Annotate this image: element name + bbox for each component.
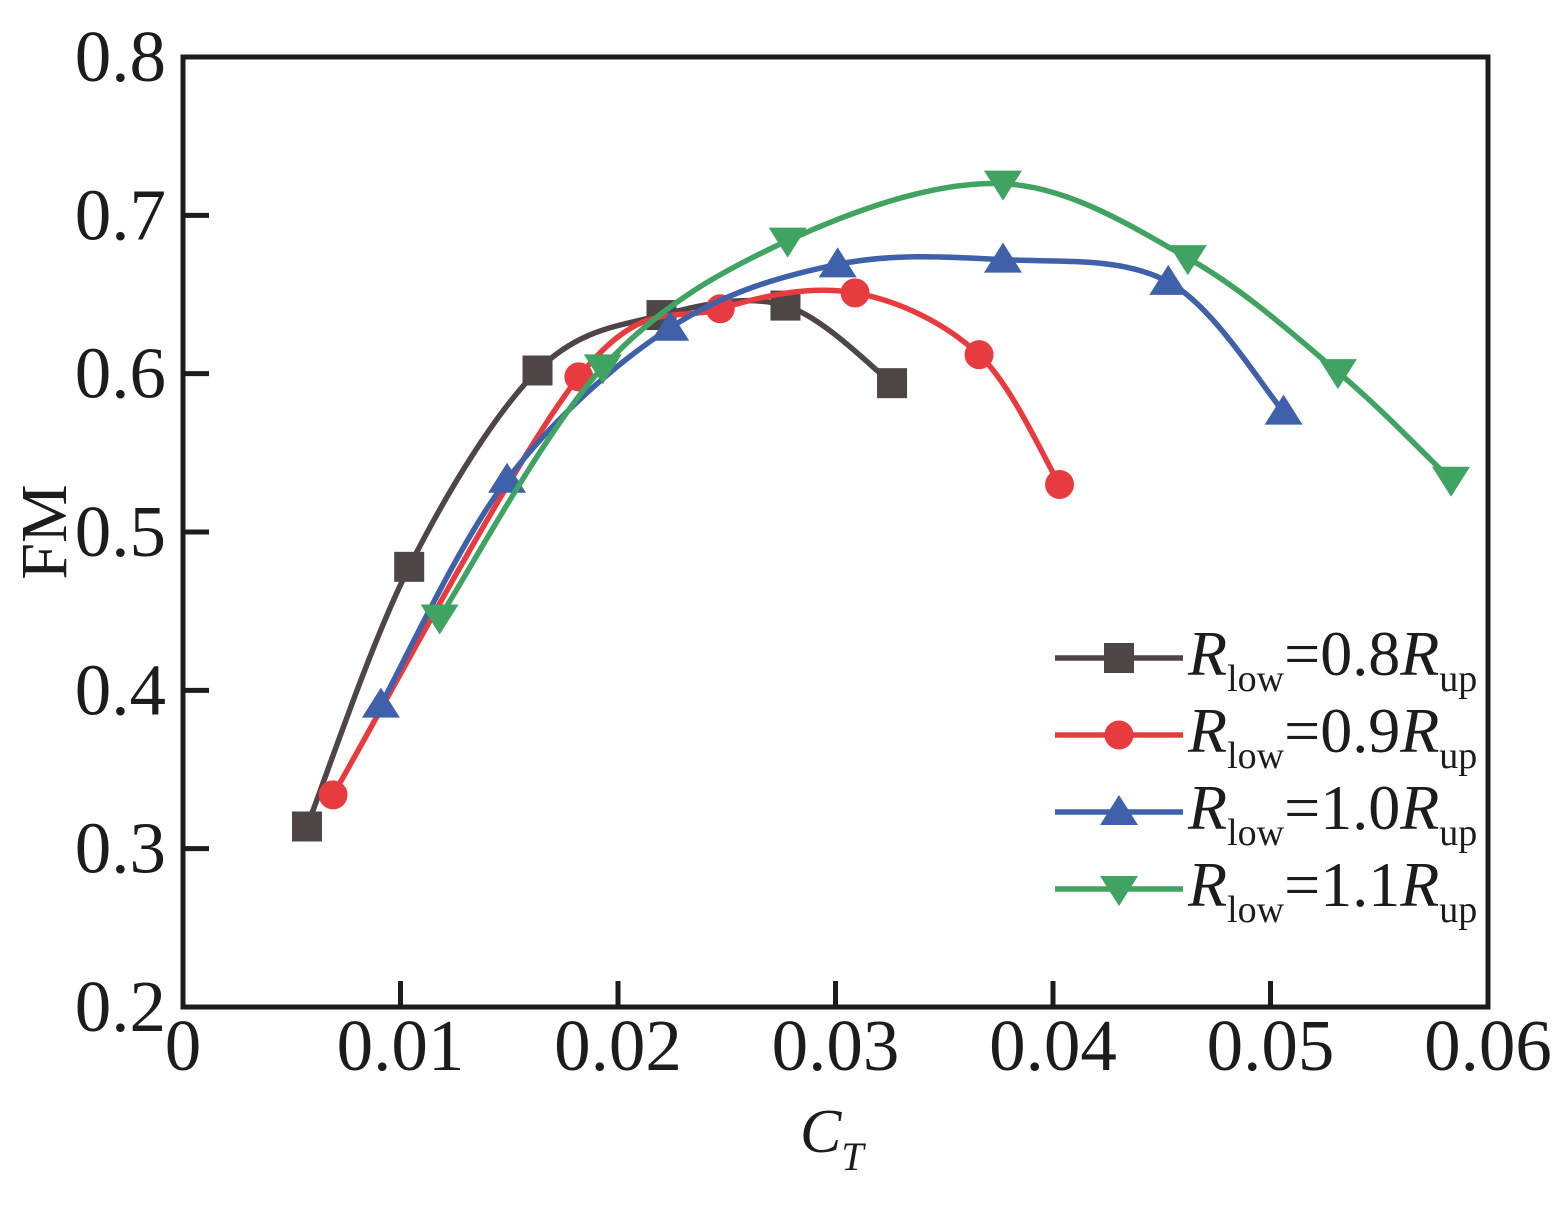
data-point-marker-triangle-up [818,247,857,278]
legend-label: Rlow=1.0Rup [1187,772,1477,854]
data-point-marker-triangle-down [1168,245,1207,276]
data-point-marker-triangle-down [1432,466,1471,497]
legend-label: Rlow=1.1Rup [1187,849,1477,931]
data-point-marker-circle [1104,720,1134,750]
legend-item-3: Rlow=1.1Rup [1055,849,1477,931]
data-point-marker-triangle-down [1100,876,1138,906]
series-layer [291,170,1471,842]
data-point-marker-triangle-down [1318,359,1357,390]
data-point-marker-square [877,368,908,399]
y-tick-label: 0.2 [75,966,166,1047]
legend-label-part: low [1227,735,1285,777]
x-tick-label: 0.05 [1207,1005,1335,1086]
data-point-marker-triangle-down [583,354,622,385]
y-tick-label: 0.7 [75,174,166,255]
data-point-marker-square [291,811,322,842]
data-point-marker-triangle-up [1100,795,1138,825]
legend-label-part: low [1227,658,1285,700]
data-point-marker-square [1104,643,1134,673]
data-point-marker-triangle-down [983,170,1022,201]
y-tick-label: 0.8 [75,16,166,97]
x-tick-label: 0.01 [337,1005,465,1086]
y-tick-label: 0.6 [75,333,166,414]
legend-label-part: R [1187,849,1227,920]
legend-item-2: Rlow=1.0Rup [1055,772,1477,854]
legend-label: Rlow=0.8Rup [1187,618,1477,700]
legend-label-part: =0.8 [1284,618,1400,689]
y-axis-label: FM [8,484,81,579]
axis-layer: 0 0.01 0.02 0.03 0.04 0.05 0.06 0.2 0.3 0.4 0.5 0.6… [75,16,1552,1086]
legend-label-part: up [1439,889,1477,931]
legend-label-part: R [1187,695,1227,766]
data-point-marker-square [394,551,425,582]
data-point-marker-circle [1045,470,1075,499]
legend-label: Rlow=0.9Rup [1187,695,1477,777]
legend-label-part: up [1439,658,1477,700]
x-tick-label: 0.04 [989,1005,1117,1086]
legend-label-part: up [1439,812,1477,854]
data-point-marker-triangle-up [1264,394,1303,425]
data-point-marker-circle [318,780,348,810]
data-point-marker-square [522,355,553,386]
legend-label-part: up [1439,735,1477,777]
y-tick-label: 0.3 [75,808,166,889]
data-point-marker-triangle-down [768,227,807,258]
legend-label-part: R [1399,618,1439,689]
legend: Rlow=0.8RupRlow=0.9RupRlow=1.0RupRlow=1.… [1055,618,1477,931]
data-point-marker-circle [964,340,994,370]
data-point-marker-triangle-down [420,604,459,635]
x-tick-label: 0 [165,1005,202,1086]
data-point-marker-triangle-up [651,310,690,341]
legend-label-part: low [1227,812,1285,854]
x-axis-label-sub: T [841,1134,866,1179]
legend-item-0: Rlow=0.8Rup [1055,618,1477,700]
legend-label-part: R [1187,618,1227,689]
legend-label-part: R [1187,772,1227,843]
legend-label-part: R [1399,695,1439,766]
data-point-marker-triangle-up [1149,264,1188,295]
data-point-marker-circle [840,278,870,308]
x-tick-label: 0.02 [554,1005,682,1086]
y-tick-label: 0.4 [75,649,166,730]
legend-label-part: R [1399,849,1439,920]
legend-item-1: Rlow=0.9Rup [1055,695,1477,777]
legend-label-part: =1.1 [1284,849,1400,920]
y-tick-label: 0.5 [75,491,166,572]
x-axis-label-main: C [800,1098,842,1166]
legend-label-part: =1.0 [1284,772,1400,843]
x-tick-label: 0.06 [1424,1005,1552,1086]
data-point-marker-triangle-up [983,242,1022,273]
series-line-1 [330,287,1063,798]
legend-label-part: =0.9 [1284,695,1400,766]
x-axis-label: CT [800,1098,866,1179]
series-line-3 [436,180,1454,621]
x-tick-label: 0.03 [772,1005,900,1086]
legend-label-part: R [1399,772,1439,843]
data-point-marker-triangle-up [361,687,400,718]
legend-label-part: low [1227,889,1285,931]
